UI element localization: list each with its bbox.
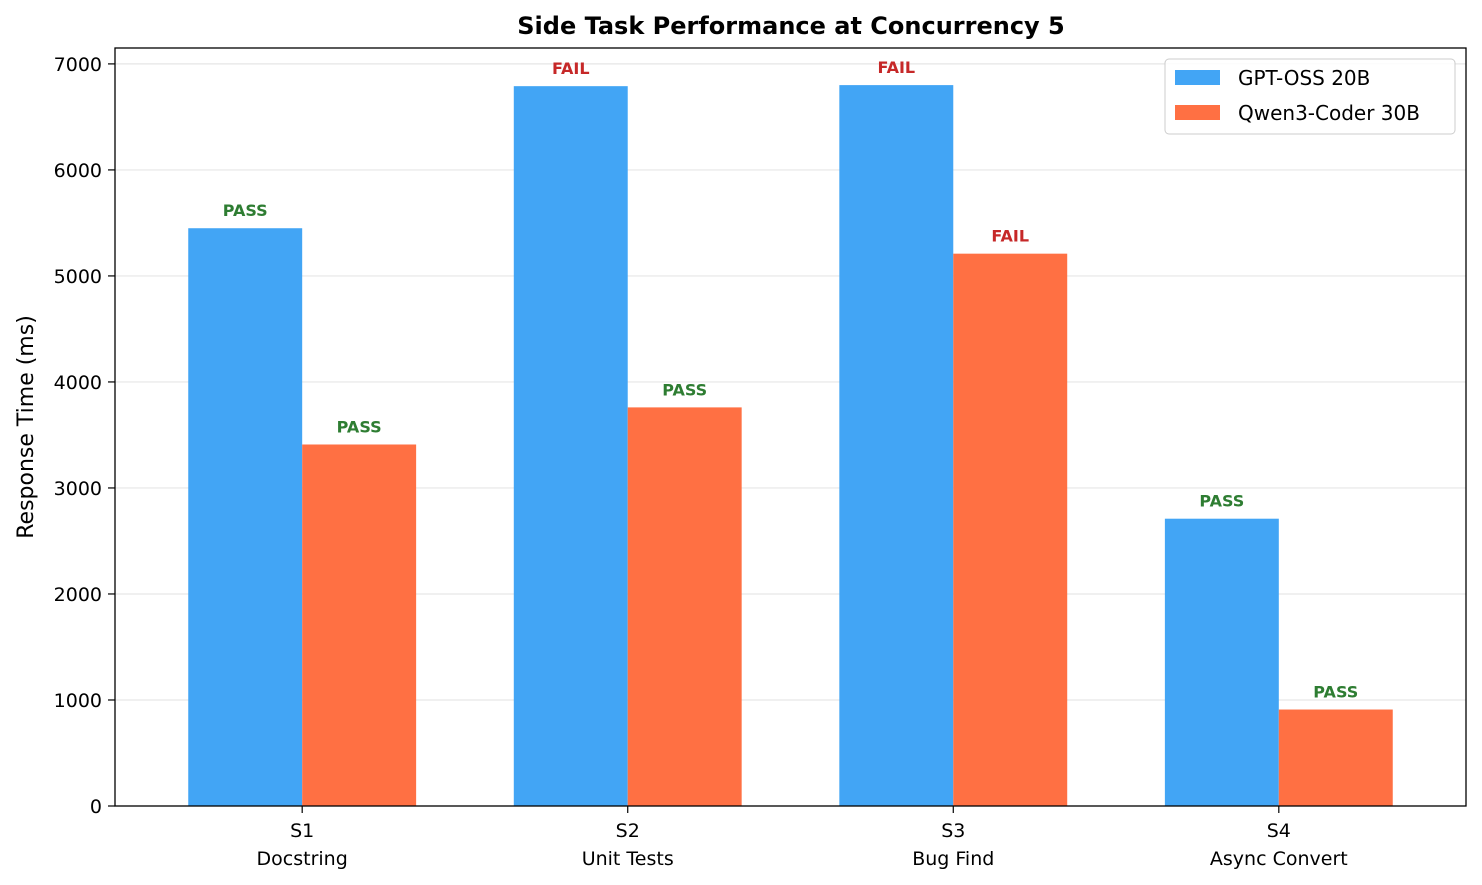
bar-qwen3-coder-30b-s4 <box>1278 709 1393 806</box>
bar-qwen3-coder-30b-s1 <box>302 444 417 806</box>
bars <box>188 85 1393 807</box>
y-tick-label: 1000 <box>54 690 102 712</box>
legend-swatch-gpt-oss <box>1175 70 1220 85</box>
legend-label-gpt-oss: GPT-OSS 20B <box>1238 66 1370 90</box>
x-tick-label-name: Async Convert <box>1210 848 1348 870</box>
legend-label-qwen3-coder: Qwen3-Coder 30B <box>1238 101 1420 125</box>
x-axis: S1 Docstring S2 Unit Tests S3 Bug Find S4 Async… <box>257 806 1348 870</box>
status-label-qwen3-coder-30b-s1: PASS <box>337 417 382 436</box>
status-label-qwen3-coder-30b-s4: PASS <box>1313 683 1358 702</box>
status-label-gpt-oss-20b-s3: FAIL <box>877 58 915 77</box>
plot-frame <box>114 47 1467 807</box>
bar-gpt-oss-20b-s3 <box>839 85 954 806</box>
status-label-gpt-oss-20b-s2: FAIL <box>552 59 590 78</box>
status-label-gpt-oss-20b-s1: PASS <box>223 201 268 220</box>
bar-qwen3-coder-30b-s2 <box>627 407 742 806</box>
status-label-qwen3-coder-30b-s3: FAIL <box>991 227 1029 246</box>
x-tick-label-id: S2 <box>616 820 640 842</box>
bar-status-labels: PASS PASS FAIL PASS FAIL FAIL PASS PASS <box>223 58 1359 701</box>
status-label-gpt-oss-20b-s4: PASS <box>1199 492 1244 511</box>
y-tick-label: 3000 <box>54 478 102 500</box>
y-tick-label: 7000 <box>54 54 102 76</box>
x-tick-label-id: S1 <box>290 820 314 842</box>
bar-qwen3-coder-30b-s3 <box>953 253 1068 807</box>
chart-title: Side Task Performance at Concurrency 5 <box>517 12 1065 40</box>
legend-swatch-qwen3-coder <box>1175 105 1220 120</box>
status-label-qwen3-coder-30b-s2: PASS <box>662 380 707 399</box>
x-tick-label-id: S3 <box>941 820 965 842</box>
bar-gpt-oss-20b-s4 <box>1164 518 1279 806</box>
y-tick-label: 2000 <box>54 584 102 606</box>
x-tick-label-name: Bug Find <box>912 848 994 870</box>
y-tick-label: 4000 <box>54 372 102 394</box>
x-tick-label-id: S4 <box>1267 820 1291 842</box>
y-tick-label: 6000 <box>54 160 102 182</box>
legend-frame <box>1164 58 1456 135</box>
legend: GPT-OSS 20B Qwen3-Coder 30B <box>1164 58 1456 135</box>
y-axis: 0 1000 2000 3000 4000 5000 6000 7000 <box>54 54 115 818</box>
x-tick-label-name: Unit Tests <box>582 848 674 870</box>
y-axis-label: Response Time (ms) <box>14 315 39 539</box>
bar-gpt-oss-20b-s2 <box>513 86 628 806</box>
y-tick-label: 5000 <box>54 266 102 288</box>
y-tick-label: 0 <box>90 796 102 818</box>
x-tick-label-name: Docstring <box>257 848 348 870</box>
bar-gpt-oss-20b-s1 <box>188 228 303 807</box>
